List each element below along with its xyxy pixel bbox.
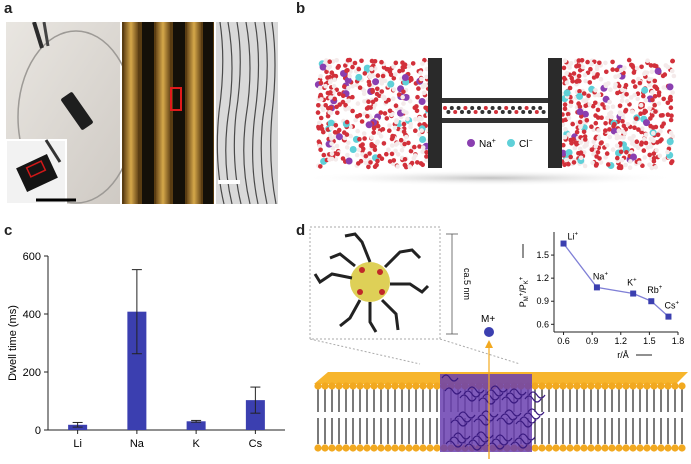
inset-point-label-cs: Cs+ (664, 301, 679, 311)
panel-label-a: a (4, 0, 13, 17)
inset-x-tick-label: 0.6 (557, 336, 570, 346)
inset-y-tick-label: 0.6 (536, 319, 549, 329)
channel-bottom-wall (442, 118, 548, 123)
permeability-line-chart: 0.6 0.9 1.2 1.5 0.6 0.9 1.2 1.5 1.8 r/Å PM+/PK+ Li+… (518, 232, 685, 360)
inset-series-line (562, 243, 669, 318)
panel-b-simulation: Na+ Cl− (300, 18, 691, 188)
x-tick-label-cs: Cs (249, 438, 263, 450)
channel-top-wall (442, 98, 548, 103)
callout-line-left (309, 338, 421, 365)
inset-y-tick-label: 0.9 (536, 296, 549, 306)
inset-point-label-na: Na+ (593, 271, 609, 281)
size-label: ca.5 nm (462, 268, 472, 300)
panel-a-photo-art (5, 21, 278, 205)
ion-arrow-head (485, 340, 493, 348)
inset-x-tick-label: 0.9 (586, 336, 599, 346)
x-tick-label-na: Na (130, 438, 145, 450)
inset-red-box (25, 160, 47, 178)
channel-water (443, 106, 546, 114)
inset-chip (16, 154, 58, 192)
legend-cl-label: Cl− (519, 138, 533, 150)
ion-sphere (484, 327, 494, 337)
callout-line-right (439, 338, 521, 365)
chip-device (61, 92, 93, 130)
panel-label-d: d (296, 222, 306, 239)
y-tick-label: 0 (35, 425, 41, 437)
panel-d-membrane: ca.5 nm M+ (300, 222, 691, 459)
x-tick-label-li: Li (73, 438, 82, 450)
macrocycle-molecule (313, 232, 430, 333)
inset-y-axis-label: PM+/PK+ (518, 276, 530, 307)
panel-label-b: b (296, 0, 306, 17)
inset-point-li (560, 240, 567, 247)
microscope-red-box (170, 87, 182, 111)
permeability-inset-chart: 0.6 0.9 1.2 1.5 0.6 0.9 1.2 1.5 1.8 r/Å PM+/PK+ Li+… (506, 222, 691, 362)
y-tick-label: 400 (23, 309, 41, 321)
inset-x-tick-label: 1.8 (672, 336, 685, 346)
sim-shadow (300, 170, 680, 186)
graphene-wall-right (548, 58, 562, 168)
legend-cl-dot (507, 139, 515, 147)
tweezer-top (32, 21, 44, 49)
bar-na (127, 311, 147, 430)
dwell-time-bar-chart: 0 200 400 600 Dwell time (ms) Li Na K Cs (7, 251, 285, 450)
water-reservoir-left (314, 57, 433, 170)
water-reservoir-right (559, 57, 677, 171)
legend-na-dot (467, 139, 475, 147)
y-tick-label: 200 (23, 367, 41, 379)
lipid-bilayer (314, 372, 688, 459)
membrane-illustration: ca.5 nm M+ (309, 226, 688, 459)
inset-point-rb (648, 298, 655, 305)
simulation-box: Na+ Cl− (300, 57, 680, 186)
y-axis-label: Dwell time (ms) (7, 305, 19, 381)
inset-point-cs (665, 313, 672, 320)
bar-k (186, 421, 206, 430)
tweezer-top-2 (42, 21, 50, 47)
bar-cs (245, 400, 265, 430)
inset-tweezer (44, 139, 62, 163)
panel-c-chart: 0 200 400 600 Dwell time (ms) Li Na K Cs (0, 240, 292, 459)
inset-point-label-rb: Rb+ (647, 285, 663, 295)
y-tick-label: 600 (23, 251, 41, 263)
panel-label-c: c (4, 222, 13, 239)
inset-point-label-k: K+ (627, 278, 637, 288)
inset-x-axis-label: r/Å (617, 350, 629, 360)
legend-na-label: Na+ (479, 138, 496, 150)
inset-y-tick-label: 1.5 (536, 250, 549, 260)
sem-texture (216, 21, 277, 205)
inset-point-na (593, 284, 600, 291)
ion-label: M+ (481, 314, 495, 325)
peptide-channel (440, 374, 532, 452)
inset-point-k (630, 290, 637, 297)
inset-point-label-li: Li+ (568, 232, 579, 242)
fiber-stripes (124, 22, 213, 204)
inset-x-tick-label: 1.2 (615, 336, 628, 346)
panel-a-photos (5, 21, 278, 205)
x-tick-label-k: K (192, 438, 200, 450)
inset-y-tick-label: 1.2 (536, 273, 549, 283)
graphene-wall-left (428, 58, 442, 168)
inset-x-tick-label: 1.5 (643, 336, 656, 346)
